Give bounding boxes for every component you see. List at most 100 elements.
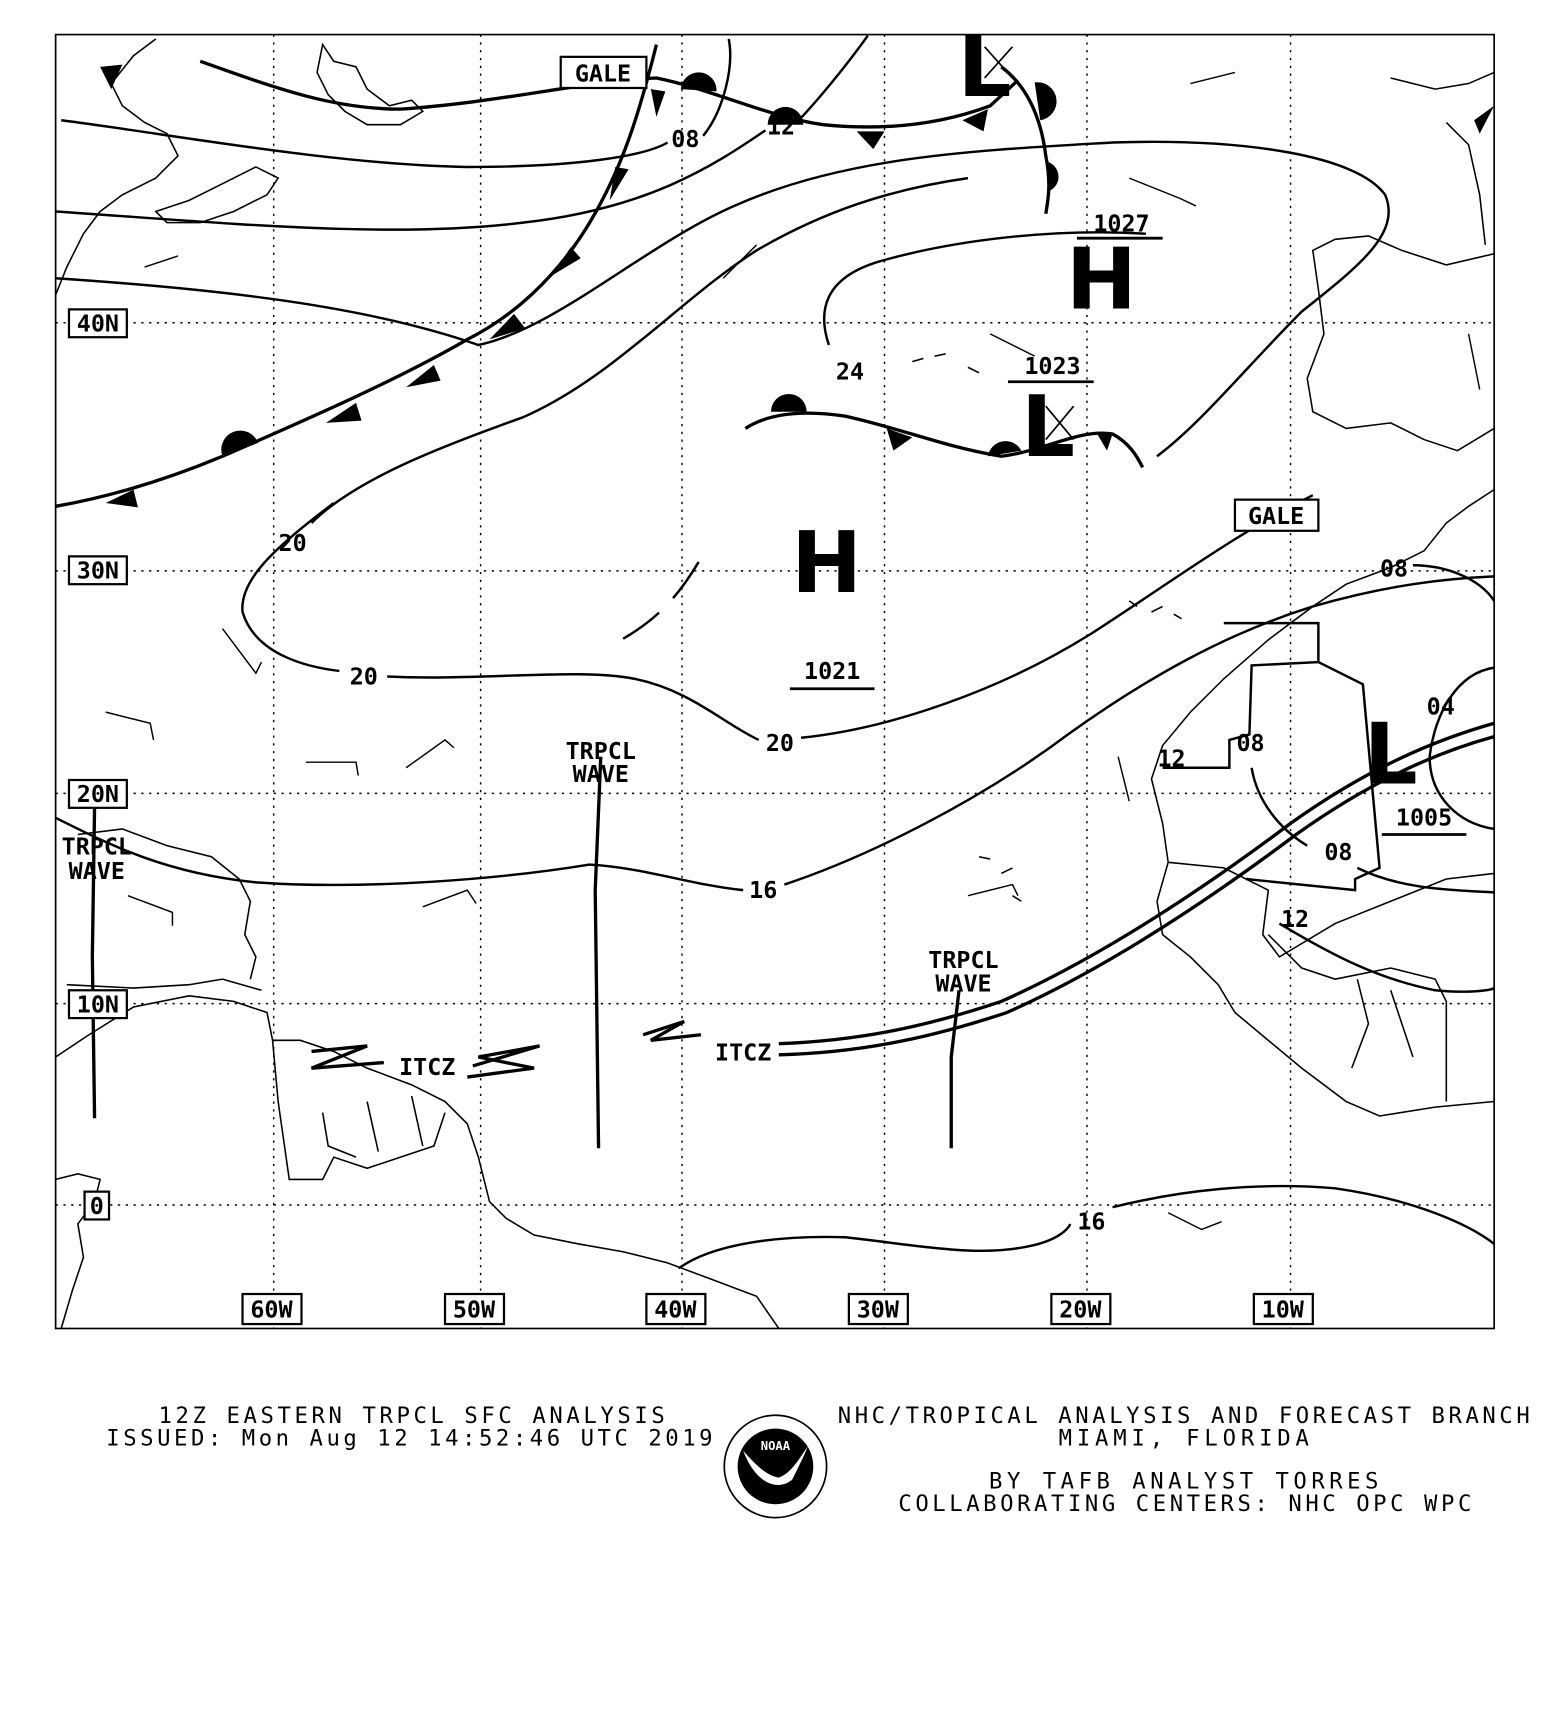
isobar-1016-north [55,140,1390,458]
lon-label-20w: 20W [1059,1295,1102,1323]
isobar-labels: 08 12 24 20 20 20 16 16 08 04 08 08 12 1… [279,113,1455,1236]
wind-barb [1167,1212,1222,1231]
feature-labels: TRPCL WAVE TRPCL WAVE TRPCL WAVE ITCZ IT… [62,737,999,1081]
coastline-iberia-europe [1306,71,1495,452]
tropical-wave-label: WAVE [573,760,629,788]
footer-location: MIAMI, FLORIDA [1059,1425,1309,1451]
warm-front-semicircle [767,106,804,125]
isobar-label: 20 [766,729,794,757]
low-center-symbol: L [1364,705,1418,803]
wind-barb [105,711,155,741]
pressure-centers: H 1027 L 1023 H 1021 L 1005 L [789,18,1467,836]
isobar-label: 08 [671,125,699,153]
isobar-label: 12 [767,113,795,141]
isobar-1008-africa [1250,564,1496,894]
high-center-symbol: H [1066,230,1137,328]
isobar-1024 [822,231,1147,346]
lon-label-box [645,1292,707,1326]
lat-label-box [67,778,128,809]
isobar-label: 20 [279,529,307,557]
isobar-label: 12 [1281,905,1309,933]
isobar-label: 16 [749,876,777,904]
lat-label-box [83,1190,111,1221]
wind-barb [422,889,477,908]
stationary-front-central [744,411,1145,469]
isobar-label: 08 [1236,729,1264,757]
itcz-line-upper [778,721,1495,1046]
footer-branch: NHC/TROPICAL ANALYSIS AND FORECAST BRANC… [838,1403,1530,1429]
lon-label-box [443,1292,506,1326]
tropical-wave-label: WAVE [935,969,991,997]
lon-label-40w: 40W [654,1295,697,1323]
lon-label-box [1252,1292,1314,1326]
high-center-symbol: H [791,514,862,612]
cold-front-triangle [552,247,581,275]
map-panel: 40N 30N 20N 10N 0 60W 50W 40W 30W 20W 10… [54,18,1496,1330]
footer: 12Z EASTERN TRPCL SFC ANALYSIS ISSUED: M… [106,1403,1530,1519]
itcz-label: ITCZ [399,1053,455,1081]
coastline-newfoundland [316,42,425,126]
coastline-africa [1150,488,1495,1117]
wind-barb [722,244,758,279]
cold-front-triangle [856,131,885,150]
wind-barb [967,883,1019,897]
wind-barb [1190,71,1236,85]
wind-barb [1117,756,1130,802]
coastline-islands-azores-canaries [912,353,1182,902]
wind-barb [221,628,263,675]
isobar-1016-south [677,1184,1495,1270]
lat-lon-grid [55,34,1495,1329]
tropical-wave-label: TRPCL [62,833,132,861]
gale-box [1233,498,1320,532]
isobar-label: 16 [1077,1207,1105,1235]
wind-barb [1467,333,1481,390]
itcz-label: ITCZ [715,1038,771,1066]
wind-barbs [105,71,1481,1231]
front-north-warm-cold [199,59,1020,129]
footer-analyst: BY TAFB ANALYST TORRES [989,1469,1378,1495]
high-center-pressure: 1021 [804,657,860,685]
cold-front-triangle [1474,105,1495,134]
lon-label-30w: 30W [857,1295,900,1323]
cold-front-triangle [325,402,362,423]
gale-label-north: GALE [575,59,631,87]
footer-issued: ISSUED: Mon Aug 12 14:52:46 UTC 2019 [106,1425,712,1451]
lat-label-box [67,308,128,339]
lat-label-10n: 10N [77,991,119,1019]
noaa-logo: NOAA [723,1414,828,1519]
tropical-wave-label: TRPCL [928,946,998,974]
wind-barb [405,739,455,769]
trough-africa [1162,621,1381,892]
lon-label-box [1050,1292,1112,1326]
fronts [55,44,1495,1149]
cold-front-triangle [100,64,123,90]
isobar-1012-north [55,34,869,231]
lat-label-equator: 0 [90,1192,104,1220]
tropical-wave-east [949,990,961,1149]
warm-front-semicircle [987,441,1022,457]
isobar-1004-africa [1428,666,1495,831]
tropical-wave-central [593,756,603,1149]
trough-dashed-segment [605,561,700,649]
gale-warnings: GALE GALE [559,55,1320,532]
occluded-front-north [1000,65,1051,214]
wind-barb [1128,177,1197,207]
isobar-1020-upper [310,176,969,524]
noaa-logo-text: NOAA [761,1439,791,1453]
itcz-zigzag-mid [642,1019,702,1042]
cold-front-triangle [609,166,629,201]
tropical-wave-label: TRPCL [566,737,636,765]
gale-box [559,55,648,90]
cold-front-triangle [1095,431,1113,451]
low-position-x-icon [1045,405,1075,441]
wind-barb [144,255,179,268]
itcz-zigzag-west [310,1044,541,1079]
low-center-pressure: 1005 [1396,804,1452,832]
cold-front-triangle [962,109,988,132]
map-frame [54,33,1495,1330]
coastline-caribbean-islands [66,828,262,992]
lon-label-50w: 50W [453,1295,496,1323]
cold-front-triangle [105,489,138,508]
high-center-pressure: 1027 [1093,210,1149,238]
